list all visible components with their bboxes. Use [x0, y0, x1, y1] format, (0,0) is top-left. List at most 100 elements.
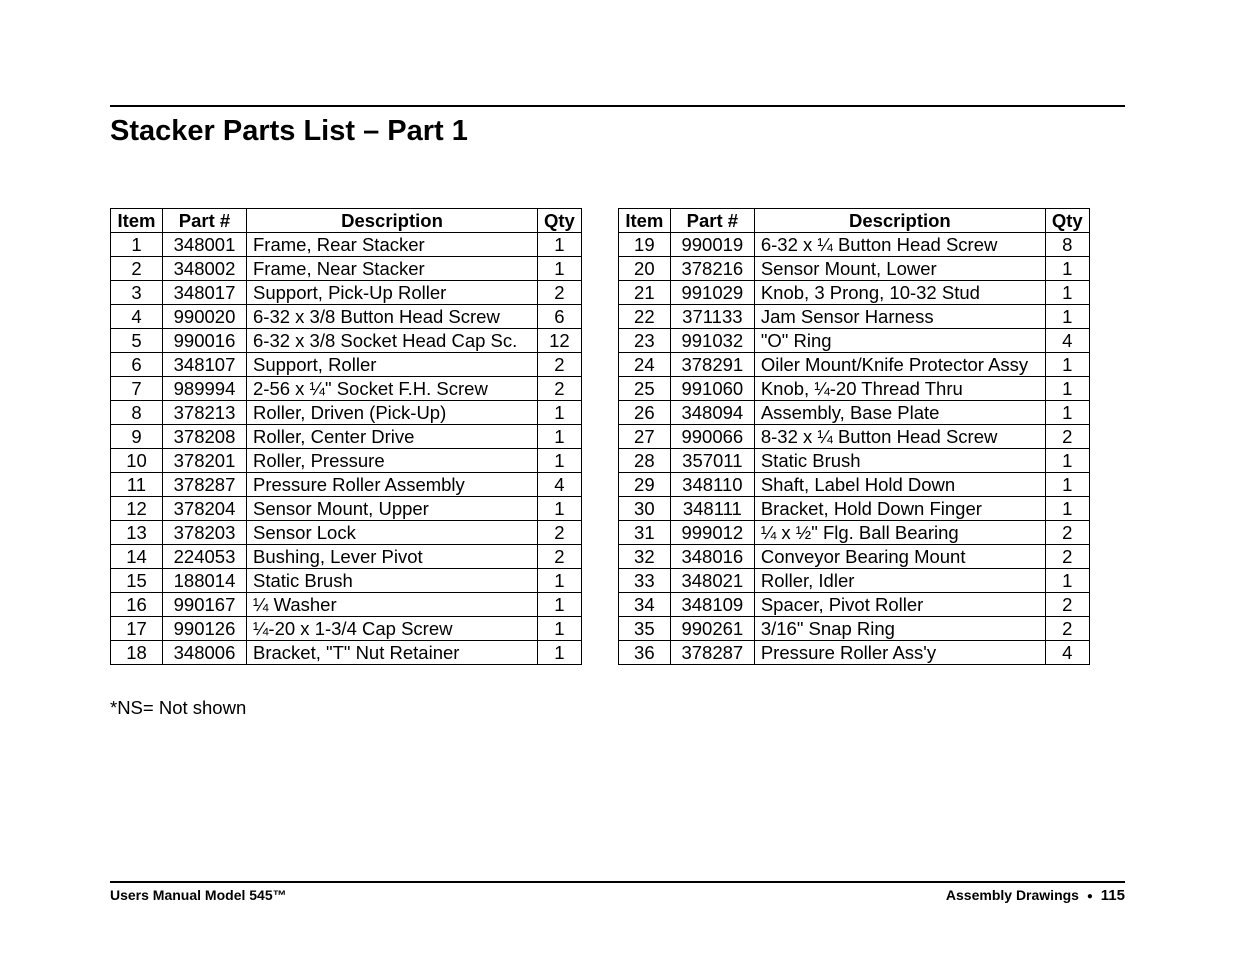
cell-desc: Spacer, Pivot Roller [754, 593, 1045, 617]
cell-desc: Shaft, Label Hold Down [754, 473, 1045, 497]
cell-desc: Roller, Idler [754, 569, 1045, 593]
cell-desc: 6-32 x 3/8 Button Head Screw [247, 305, 538, 329]
cell-item: 2 [111, 257, 163, 281]
col-item: Item [618, 209, 670, 233]
cell-item: 10 [111, 449, 163, 473]
table-row: 16990167¼ Washer1 [111, 593, 582, 617]
cell-part: 357011 [670, 449, 754, 473]
cell-desc: 6-32 x 3/8 Socket Head Cap Sc. [247, 329, 538, 353]
cell-part: 188014 [163, 569, 247, 593]
footer-line: Users Manual Model 545™ Assembly Drawing… [110, 887, 1125, 904]
cell-part: 990066 [670, 425, 754, 449]
cell-item: 8 [111, 401, 163, 425]
cell-desc: Bracket, Hold Down Finger [754, 497, 1045, 521]
table-row: 1348001Frame, Rear Stacker1 [111, 233, 582, 257]
col-qty: Qty [1045, 209, 1089, 233]
cell-qty: 2 [1045, 425, 1089, 449]
cell-part: 348017 [163, 281, 247, 305]
cell-desc: 3/16" Snap Ring [754, 617, 1045, 641]
parts-table-right: Item Part # Description Qty 199900196-32… [618, 208, 1090, 665]
cell-item: 12 [111, 497, 163, 521]
table-row: 25991060Knob, ¼-20 Thread Thru1 [618, 377, 1089, 401]
cell-qty: 2 [538, 281, 582, 305]
cell-item: 28 [618, 449, 670, 473]
footer-section: Assembly Drawings [946, 887, 1079, 903]
cell-item: 5 [111, 329, 163, 353]
cell-item: 19 [618, 233, 670, 257]
cell-qty: 2 [1045, 617, 1089, 641]
table-row: 12378204Sensor Mount, Upper1 [111, 497, 582, 521]
table-row: 21991029Knob, 3 Prong, 10-32 Stud1 [618, 281, 1089, 305]
cell-item: 35 [618, 617, 670, 641]
cell-item: 36 [618, 641, 670, 665]
cell-part: 378287 [670, 641, 754, 665]
table-row: 359902613/16" Snap Ring2 [618, 617, 1089, 641]
table-row: 6348107Support, Roller2 [111, 353, 582, 377]
cell-qty: 1 [1045, 401, 1089, 425]
cell-qty: 1 [538, 425, 582, 449]
cell-qty: 6 [538, 305, 582, 329]
footer-right: Assembly Drawings ● 115 [946, 887, 1125, 904]
cell-desc: Static Brush [754, 449, 1045, 473]
table-row: 14224053Bushing, Lever Pivot2 [111, 545, 582, 569]
cell-item: 6 [111, 353, 163, 377]
cell-qty: 1 [1045, 569, 1089, 593]
cell-qty: 4 [1045, 641, 1089, 665]
cell-item: 11 [111, 473, 163, 497]
table-row: 279900668-32 x ¼ Button Head Screw2 [618, 425, 1089, 449]
page-content: Stacker Parts List – Part 1 Item Part # … [110, 105, 1125, 719]
table-row: 24378291Oiler Mount/Knife Protector Assy… [618, 353, 1089, 377]
cell-part: 378287 [163, 473, 247, 497]
table-row: 15188014Static Brush1 [111, 569, 582, 593]
cell-qty: 1 [538, 569, 582, 593]
cell-desc: "O" Ring [754, 329, 1045, 353]
cell-part: 378213 [163, 401, 247, 425]
cell-part: 378291 [670, 353, 754, 377]
footer-left: Users Manual Model 545™ [110, 887, 287, 904]
cell-qty: 12 [538, 329, 582, 353]
cell-desc: 2-56 x ¼" Socket F.H. Screw [247, 377, 538, 401]
cell-item: 14 [111, 545, 163, 569]
col-item: Item [111, 209, 163, 233]
cell-desc: ¼ Washer [247, 593, 538, 617]
cell-item: 3 [111, 281, 163, 305]
cell-qty: 1 [538, 257, 582, 281]
cell-item: 25 [618, 377, 670, 401]
cell-desc: Sensor Lock [247, 521, 538, 545]
cell-item: 32 [618, 545, 670, 569]
cell-part: 348109 [670, 593, 754, 617]
col-qty: Qty [538, 209, 582, 233]
cell-qty: 1 [1045, 305, 1089, 329]
cell-desc: Bushing, Lever Pivot [247, 545, 538, 569]
cell-part: 989994 [163, 377, 247, 401]
cell-part: 990020 [163, 305, 247, 329]
cell-qty: 1 [1045, 257, 1089, 281]
cell-qty: 1 [538, 641, 582, 665]
cell-desc: Assembly, Base Plate [754, 401, 1045, 425]
cell-desc: 8-32 x ¼ Button Head Screw [754, 425, 1045, 449]
cell-desc: Roller, Pressure [247, 449, 538, 473]
col-part: Part # [163, 209, 247, 233]
table-row: 23991032"O" Ring4 [618, 329, 1089, 353]
cell-qty: 1 [538, 233, 582, 257]
table-row: 22371133Jam Sensor Harness1 [618, 305, 1089, 329]
cell-qty: 1 [1045, 497, 1089, 521]
cell-part: 348001 [163, 233, 247, 257]
cell-item: 31 [618, 521, 670, 545]
cell-qty: 1 [1045, 449, 1089, 473]
table-row: 17990126¼-20 x 1-3/4 Cap Screw1 [111, 617, 582, 641]
cell-desc: Jam Sensor Harness [754, 305, 1045, 329]
table-header-row: Item Part # Description Qty [618, 209, 1089, 233]
table-row: 79899942-56 x ¼" Socket F.H. Screw2 [111, 377, 582, 401]
col-desc: Description [754, 209, 1045, 233]
table-header-row: Item Part # Description Qty [111, 209, 582, 233]
cell-qty: 2 [1045, 521, 1089, 545]
table-row: 29348110Shaft, Label Hold Down1 [618, 473, 1089, 497]
cell-part: 378203 [163, 521, 247, 545]
cell-part: 371133 [670, 305, 754, 329]
cell-item: 17 [111, 617, 163, 641]
cell-part: 990126 [163, 617, 247, 641]
cell-part: 348094 [670, 401, 754, 425]
cell-item: 27 [618, 425, 670, 449]
parts-table-left: Item Part # Description Qty 1348001Frame… [110, 208, 582, 665]
